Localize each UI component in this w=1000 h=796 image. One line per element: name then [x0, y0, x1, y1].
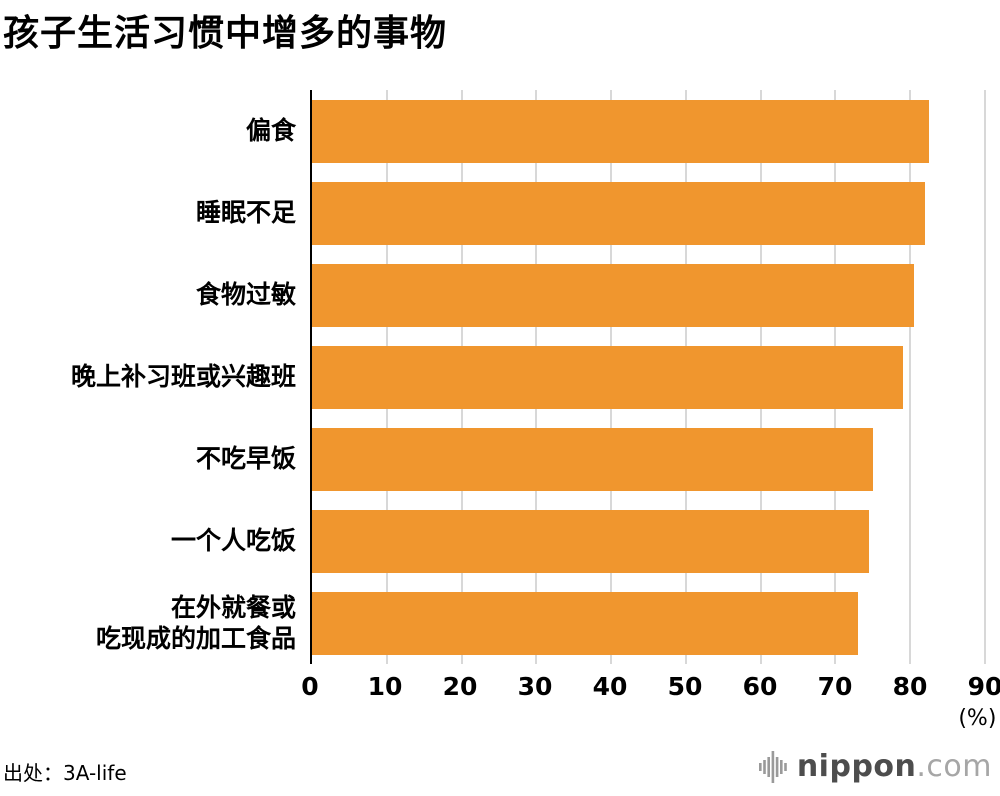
bar-chart: 偏食睡眠不足食物过敏晚上补习班或兴趣班不吃早饭一个人吃饭在外就餐或 吃现成的加工… — [0, 90, 1000, 731]
bars — [312, 90, 985, 664]
bar — [312, 509, 870, 573]
x-tick-label: 0 — [301, 672, 319, 701]
category-label: 偏食 — [245, 116, 296, 146]
category-label: 在外就餐或 吃现成的加工食品 — [95, 592, 296, 653]
category-label: 食物过敏 — [195, 280, 296, 310]
plot-area — [310, 90, 986, 664]
logo-text: nippon.com — [797, 749, 992, 784]
x-axis: 0 10 20 30 40 50 60 70 80 90 (%) — [301, 664, 1000, 731]
x-tick-label: 30 — [517, 672, 553, 701]
bar-row — [312, 172, 985, 254]
x-tick-label: 50 — [667, 672, 703, 701]
soundwave-icon — [758, 750, 787, 783]
bar — [312, 591, 858, 655]
category-label: 睡眠不足 — [195, 198, 296, 228]
category-label: 不吃早饭 — [195, 444, 296, 474]
x-tick-label: 60 — [742, 672, 778, 701]
x-tick-label: 20 — [442, 672, 478, 701]
bar-row — [312, 500, 985, 582]
bar-row — [312, 418, 985, 500]
bar — [312, 263, 914, 327]
gridline — [909, 90, 912, 664]
x-tick-label: 70 — [817, 672, 853, 701]
category-labels: 偏食睡眠不足食物过敏晚上补习班或兴趣班不吃早饭一个人吃饭在外就餐或 吃现成的加工… — [0, 90, 310, 664]
category-label: 晚上补习班或兴趣班 — [70, 362, 296, 392]
bar — [312, 427, 873, 491]
x-tick-label: 90 — [967, 672, 1000, 701]
bar-row — [312, 582, 985, 664]
unit-label: (%) — [958, 706, 997, 731]
gridline — [984, 90, 986, 664]
source-text: 出处：3A-life — [3, 761, 127, 785]
x-tick-label: 10 — [367, 672, 403, 701]
bar — [312, 345, 903, 409]
chart-title: 孩子生活习惯中增多的事物 — [3, 13, 448, 54]
bar-row — [312, 90, 985, 172]
category-label: 一个人吃饭 — [170, 526, 296, 556]
bar — [312, 181, 926, 245]
bar-row — [312, 336, 985, 418]
x-tick-label: 40 — [592, 672, 628, 701]
bar-row — [312, 254, 985, 336]
bar — [312, 99, 929, 163]
nippon-logo: nippon.com — [758, 749, 992, 784]
logo-text-com: .com — [916, 749, 992, 784]
x-tick-label: 80 — [892, 672, 928, 701]
logo-text-nippon: nippon — [796, 749, 917, 784]
